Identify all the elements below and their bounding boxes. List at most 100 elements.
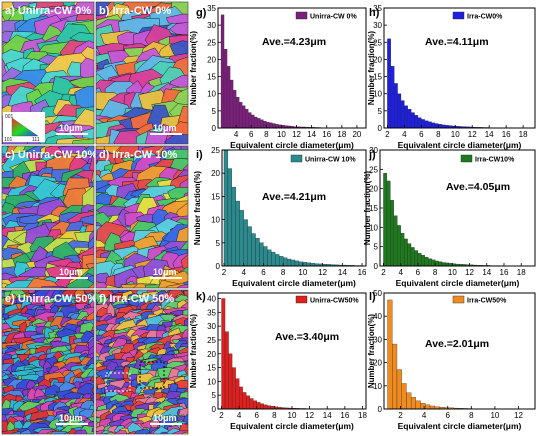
y-tick-label: 5 [212,107,217,116]
x-tick-label: 10 [277,130,286,139]
bar [232,90,237,129]
bar [251,114,255,129]
bar [394,83,398,129]
y-tick-label: 10 [207,377,216,386]
x-tick-label: 8 [264,130,269,139]
bar [417,253,422,267]
ebsd-maps: a) Unirra-CW 0% 10μm b) Irra-CW 0% 10μm c) U… [1,1,189,435]
histogram-2: 2 4 6 8 10 12 14 16 0 5 10 15 20 25 Equivalent circle … [193,146,367,288]
x-tick-label: 10 [288,411,297,420]
bar [414,115,419,129]
y-tick-label: 10 [373,382,382,391]
scale-bar-label: 10μm [153,123,177,133]
y-axis-label: Number fraction(%) [363,171,372,246]
panel-label: l) [369,291,376,303]
x-tick-label: 10 [298,268,307,277]
grain [19,428,33,434]
ebsd-panel-5 [96,290,188,434]
x-tick-label: 16 [500,268,509,277]
bar [263,246,268,267]
grain [87,283,94,288]
ebsd-frame [95,1,189,145]
ebsd-panel-title: d) Irra-CW 10% [99,149,177,161]
bar [431,122,436,129]
bar [302,262,307,267]
x-tick-label: 14 [323,411,332,420]
y-tick-label: 15 [373,73,382,82]
plot-frame [217,7,367,129]
x-tick-label: 6 [445,411,450,420]
bar [260,119,264,129]
bar [226,66,231,129]
average-annotation: Ave.=4.23μm [262,36,326,48]
bar [421,255,425,267]
x-tick-label: 18 [517,268,526,277]
grain [84,146,94,159]
bar [235,96,240,129]
scale-bar-label: 10μm [59,123,83,133]
bar [256,402,261,410]
bar [249,398,254,410]
scale-bar-label: 10μm [59,267,83,277]
grain [163,133,188,144]
x-tick-label: 4 [241,268,246,277]
x-tick-label: 6 [255,411,260,420]
bar [283,257,288,267]
grain [105,284,122,288]
x-tick-label: 4 [237,411,242,420]
average-annotation: Ave.=4.05μm [446,181,510,193]
bar [275,124,279,129]
bar [251,233,256,267]
x-tick-label: 4 [398,268,403,277]
x-tick-label: 16 [322,130,331,139]
ipf-label: 111 [32,137,40,143]
legend-swatch [460,154,473,163]
y-tick-label: 25 [211,146,220,155]
bar [272,123,276,129]
bar [400,232,405,267]
bar [392,343,398,410]
grain [91,385,94,396]
bar [290,259,296,267]
average-annotation: Ave.=3.40μm [275,331,339,343]
y-tick-label: 10 [373,90,382,99]
x-tick-label: 10 [448,268,457,277]
bar [431,259,436,267]
y-tick-label: 15 [211,192,220,201]
x-tick-label: 14 [307,130,316,139]
x-tick-label: 4 [422,411,427,420]
x-tick-label: 12 [465,268,474,277]
bar [254,116,258,129]
grain [91,427,94,433]
ebsd-panel-3 [96,146,188,288]
bar [246,395,250,410]
grain [134,428,153,434]
y-tick-label: 35 [373,4,382,13]
legend-label: Irra-CW50% [467,298,507,305]
y-tick-label: 0 [378,124,383,133]
x-tick-label: 6 [249,130,254,139]
histogram-3: 2 4 6 8 10 12 14 16 18 0 5 10 15 20 25 30 Equivalent cir… [363,146,536,288]
legend-swatch [452,295,465,304]
bar [220,14,225,129]
bar [441,262,446,267]
ipf-label: 101 [4,137,13,143]
ipf-label: 001 [5,114,14,120]
bar [286,258,292,267]
bar [390,200,394,267]
y-tick-label: 40 [373,312,382,321]
y-tick-label: 15 [207,73,216,82]
bar [294,260,300,267]
x-axis-label: Equivalent circle diameter(μm) [398,140,522,150]
y-tick-label: 20 [373,55,382,64]
bar [235,200,240,267]
x-tick-label: 4 [234,130,239,139]
legend-label: Unirra-CW 10% [305,157,356,164]
legend-swatch [295,11,308,20]
y-tick-label: 10 [369,223,378,232]
x-tick-label: 14 [338,268,347,277]
bar [259,242,264,267]
x-tick-label: 10 [490,411,499,420]
bar [266,122,270,129]
